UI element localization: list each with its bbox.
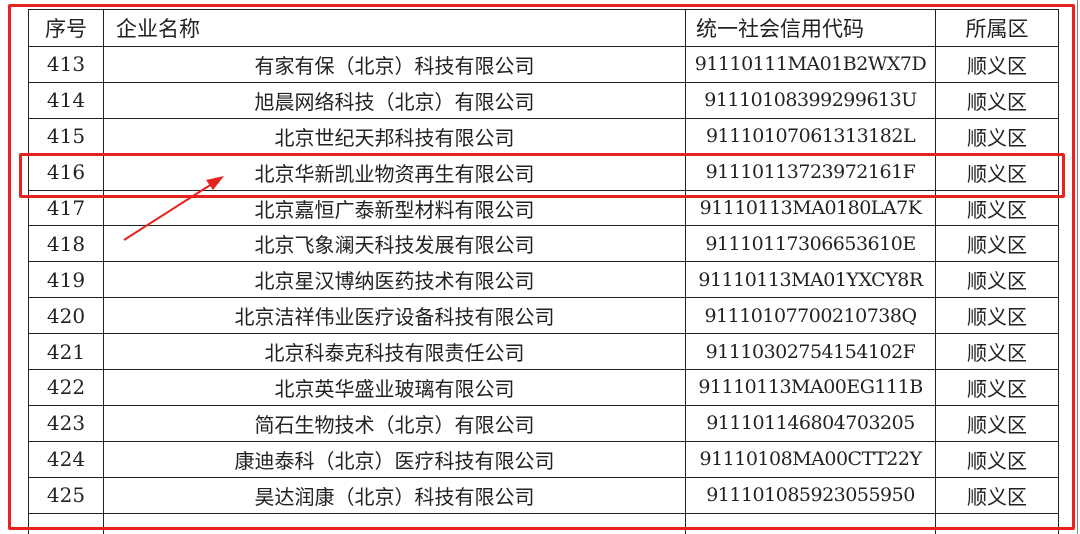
- partial-cell: [103, 512, 686, 534]
- table-row: 414 旭晨网络科技（北京）有限公司 91110108399299613U 顺义区: [28, 81, 1059, 119]
- district: 顺义区: [935, 117, 1059, 155]
- table-row: 424 康迪泰科（北京）医疗科技有限公司 91110108MA00CTT22Y 顺义区: [28, 440, 1059, 478]
- credit-code: 91110111MA01B2WX7D: [685, 46, 936, 83]
- credit-code: 91110113MA01YXCY8R: [685, 261, 936, 299]
- row-index: 422: [28, 369, 104, 406]
- row-index: 414: [28, 81, 104, 119]
- credit-code: 91110302754154102F: [685, 333, 936, 371]
- company-name: 北京世纪天邦科技有限公司: [103, 117, 686, 155]
- table-row: 417 北京嘉恒广泰新型材料有限公司 91110113MA0180LA7K 顺义区: [28, 189, 1059, 227]
- company-name: 北京科泰克科技有限责任公司: [103, 333, 686, 371]
- credit-code: 911101085923055950: [685, 476, 936, 514]
- row-index: 424: [28, 440, 104, 478]
- row-index: 425: [28, 476, 104, 514]
- partial-cell: [935, 512, 1059, 534]
- row-index: 415: [28, 117, 104, 155]
- table-row: 421 北京科泰克科技有限责任公司 91110302754154102F 顺义区: [28, 333, 1059, 371]
- table-row: 413 有家有保（北京）科技有限公司 91110111MA01B2WX7D 顺义区: [28, 46, 1059, 83]
- table-row: 416 北京华新凯业物资再生有限公司 91110113723972161F 顺义区: [28, 153, 1059, 191]
- row-index: 419: [28, 261, 104, 299]
- company-name: 康迪泰科（北京）医疗科技有限公司: [103, 440, 686, 478]
- district: 顺义区: [935, 225, 1059, 263]
- district: 顺义区: [935, 440, 1059, 478]
- district: 顺义区: [935, 46, 1059, 83]
- row-index: 417: [28, 189, 104, 227]
- row-index: 421: [28, 333, 104, 371]
- company-name: 北京星汉博纳医药技术有限公司: [103, 261, 686, 299]
- company-name: 北京英华盛业玻璃有限公司: [103, 369, 686, 406]
- partial-cell: [685, 512, 936, 534]
- credit-code: 91110108MA00CTT22Y: [685, 440, 936, 478]
- company-name: 北京华新凯业物资再生有限公司: [103, 153, 686, 191]
- district: 顺义区: [935, 404, 1059, 442]
- district: 顺义区: [935, 333, 1059, 371]
- row-index: 423: [28, 404, 104, 442]
- credit-code: 91110117306653610E: [685, 225, 936, 263]
- table-row: 415 北京世纪天邦科技有限公司 91110107061313182L 顺义区: [28, 117, 1059, 155]
- row-index: 413: [28, 46, 104, 83]
- credit-code: 911101146804703205: [685, 404, 936, 442]
- company-name: 北京洁祥伟业医疗设备科技有限公司: [103, 297, 686, 335]
- district: 顺义区: [935, 81, 1059, 119]
- district: 顺义区: [935, 369, 1059, 406]
- district: 顺义区: [935, 189, 1059, 227]
- company-table: 序号 企业名称 统一社会信用代码 所属区 413 有家有保（北京）科技有限公司 91…: [28, 9, 1059, 534]
- table-header-row: 序号 企业名称 统一社会信用代码 所属区: [28, 9, 1059, 47]
- row-index: 418: [28, 225, 104, 263]
- header-district: 所属区: [935, 9, 1059, 47]
- header-index: 序号: [28, 9, 104, 47]
- company-name: 北京嘉恒广泰新型材料有限公司: [103, 189, 686, 227]
- credit-code: 91110113723972161F: [685, 153, 936, 191]
- partial-cell: [28, 512, 104, 534]
- credit-code: 91110113MA00EG111B: [685, 369, 936, 406]
- table-row: 425 昊达润康（北京）科技有限公司 911101085923055950 顺义区: [28, 476, 1059, 514]
- table-row: 420 北京洁祥伟业医疗设备科技有限公司 91110107700210738Q 顺义区: [28, 297, 1059, 335]
- company-name: 昊达润康（北京）科技有限公司: [103, 476, 686, 514]
- page-edge-line: [1077, 0, 1078, 534]
- company-name: 旭晨网络科技（北京）有限公司: [103, 81, 686, 119]
- district: 顺义区: [935, 153, 1059, 191]
- credit-code: 91110107061313182L: [685, 117, 936, 155]
- header-company-name: 企业名称: [103, 9, 686, 47]
- table-row: 423 简石生物技术（北京）有限公司 911101146804703205 顺义区: [28, 404, 1059, 442]
- header-credit-code: 统一社会信用代码: [685, 9, 936, 47]
- company-name: 简石生物技术（北京）有限公司: [103, 404, 686, 442]
- table-row: 418 北京飞象澜天科技发展有限公司 91110117306653610E 顺义区: [28, 225, 1059, 263]
- table-row: 419 北京星汉博纳医药技术有限公司 91110113MA01YXCY8R 顺义区: [28, 261, 1059, 299]
- credit-code: 91110107700210738Q: [685, 297, 936, 335]
- district: 顺义区: [935, 261, 1059, 299]
- row-index: 420: [28, 297, 104, 335]
- company-name: 北京飞象澜天科技发展有限公司: [103, 225, 686, 263]
- credit-code: 91110108399299613U: [685, 81, 936, 119]
- company-name: 有家有保（北京）科技有限公司: [103, 46, 686, 83]
- table-row-partial: [28, 512, 1059, 534]
- row-index: 416: [28, 153, 104, 191]
- district: 顺义区: [935, 297, 1059, 335]
- district: 顺义区: [935, 476, 1059, 514]
- credit-code: 91110113MA0180LA7K: [685, 189, 936, 227]
- table-row: 422 北京英华盛业玻璃有限公司 91110113MA00EG111B 顺义区: [28, 369, 1059, 406]
